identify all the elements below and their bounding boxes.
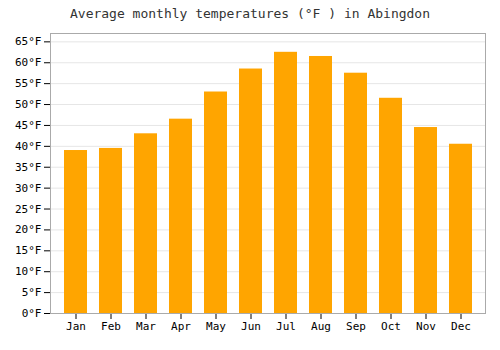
svg-text:65°F: 65°F xyxy=(15,35,42,48)
svg-text:May: May xyxy=(206,320,226,333)
svg-text:Oct: Oct xyxy=(381,320,401,333)
svg-text:0°F: 0°F xyxy=(22,307,42,320)
svg-text:35°F: 35°F xyxy=(15,161,42,174)
svg-text:30°F: 30°F xyxy=(15,182,42,195)
svg-text:25°F: 25°F xyxy=(15,203,42,216)
svg-text:Mar: Mar xyxy=(136,320,156,333)
svg-text:Feb: Feb xyxy=(101,320,121,333)
svg-text:50°F: 50°F xyxy=(15,98,42,111)
svg-text:Nov: Nov xyxy=(416,320,436,333)
svg-text:20°F: 20°F xyxy=(15,223,42,236)
svg-text:Sep: Sep xyxy=(346,320,366,333)
html-text:Average monthly temperatures (: Average monthly temperatures (°F ) in Ab… xyxy=(70,6,430,21)
svg-text:Jul: Jul xyxy=(276,320,296,333)
svg-text:40°F: 40°F xyxy=(15,140,42,153)
svg-text:Jun: Jun xyxy=(241,320,261,333)
svg-text:Jan: Jan xyxy=(66,320,86,333)
svg-text:5°F: 5°F xyxy=(22,286,42,299)
svg-text:55°F: 55°F xyxy=(15,77,42,90)
svg-text:10°F: 10°F xyxy=(15,265,42,278)
svg-text:60°F: 60°F xyxy=(15,56,42,69)
svg-text:Apr: Apr xyxy=(171,320,191,333)
svg-text:15°F: 15°F xyxy=(15,244,42,257)
svg-text:Aug: Aug xyxy=(311,320,331,333)
svg-text:Dec: Dec xyxy=(451,320,471,333)
svg-text:45°F: 45°F xyxy=(15,119,42,132)
